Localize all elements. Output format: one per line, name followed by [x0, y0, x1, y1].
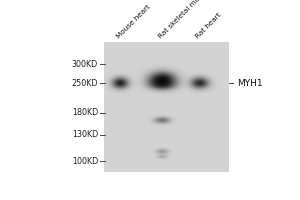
Text: Mouse heart: Mouse heart: [116, 3, 152, 39]
Text: Rat skeletal muscle: Rat skeletal muscle: [158, 0, 212, 39]
Text: 180KD: 180KD: [72, 108, 98, 117]
Text: MYH1: MYH1: [238, 79, 263, 88]
Text: 130KD: 130KD: [72, 130, 98, 139]
Text: 250KD: 250KD: [71, 79, 98, 88]
FancyBboxPatch shape: [104, 42, 228, 172]
Text: 100KD: 100KD: [72, 157, 98, 166]
Text: Rat heart: Rat heart: [195, 11, 223, 39]
Text: 300KD: 300KD: [72, 60, 98, 69]
